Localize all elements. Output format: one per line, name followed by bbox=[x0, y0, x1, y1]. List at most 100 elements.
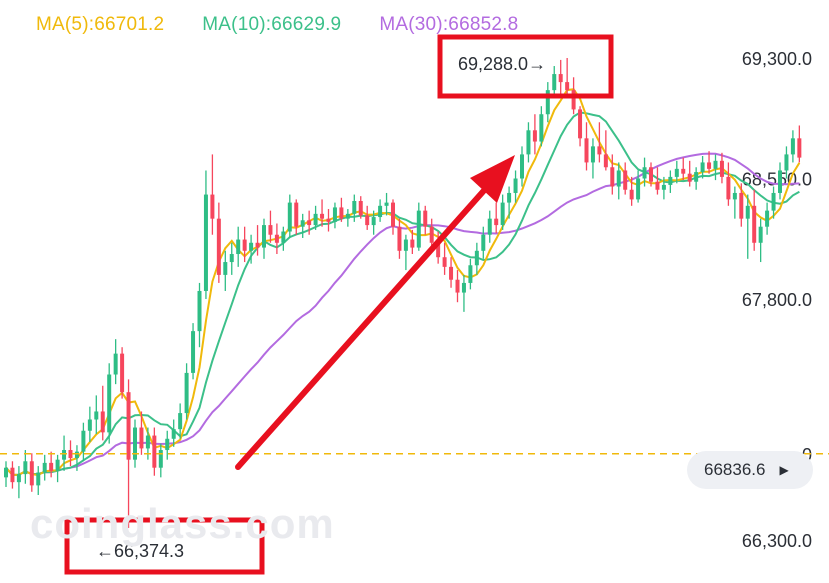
candle bbox=[597, 122, 602, 163]
candle bbox=[687, 160, 692, 187]
candle bbox=[436, 231, 441, 264]
candle bbox=[778, 162, 782, 200]
candle bbox=[107, 363, 112, 444]
candle bbox=[616, 162, 621, 200]
candle bbox=[210, 154, 215, 235]
candle bbox=[55, 454, 60, 483]
candle bbox=[313, 205, 318, 230]
y-tick-label-partial: 0 bbox=[802, 445, 812, 465]
candle bbox=[326, 209, 331, 232]
candle bbox=[178, 403, 183, 439]
candle bbox=[384, 192, 389, 216]
ma10-line bbox=[5, 111, 800, 476]
candle bbox=[133, 419, 137, 468]
candle bbox=[545, 82, 550, 123]
low-highlight-box bbox=[64, 517, 265, 575]
candle bbox=[197, 282, 202, 348]
trend-arrow-shaft bbox=[235, 183, 491, 470]
candle bbox=[700, 156, 705, 179]
candle bbox=[526, 122, 531, 163]
candle bbox=[300, 213, 305, 238]
candle bbox=[636, 170, 641, 203]
candle bbox=[423, 205, 428, 235]
candle bbox=[552, 66, 557, 99]
candle bbox=[281, 226, 286, 251]
candle bbox=[558, 59, 563, 99]
candle bbox=[94, 395, 99, 434]
play-triangle-icon: ▶ bbox=[779, 463, 789, 477]
candle bbox=[229, 242, 234, 275]
candle bbox=[120, 347, 125, 399]
candle bbox=[74, 445, 79, 471]
candle bbox=[513, 170, 518, 203]
candle bbox=[23, 450, 28, 484]
candle bbox=[358, 196, 363, 219]
candle bbox=[797, 125, 802, 163]
candle bbox=[223, 250, 228, 291]
candles bbox=[4, 58, 802, 529]
candle bbox=[145, 427, 150, 460]
ma5-legend: MA(5):66701.2 bbox=[36, 14, 165, 35]
candle bbox=[468, 258, 473, 290]
high-highlight-box bbox=[437, 34, 614, 99]
candle bbox=[16, 466, 21, 499]
candle bbox=[784, 146, 789, 179]
candle bbox=[494, 202, 499, 234]
candle bbox=[649, 162, 653, 187]
candle bbox=[42, 454, 47, 481]
candle bbox=[10, 461, 15, 489]
moving-average-lines bbox=[5, 88, 801, 477]
candle bbox=[584, 122, 589, 171]
candle bbox=[49, 451, 54, 478]
candle bbox=[726, 162, 731, 206]
ma-legend: MA(5):66701.2 MA(10):66629.9 MA(30):6685… bbox=[36, 14, 518, 36]
candle bbox=[4, 461, 8, 487]
candle bbox=[623, 162, 628, 195]
candle bbox=[539, 106, 544, 147]
candle bbox=[674, 160, 679, 184]
candle bbox=[81, 422, 86, 462]
candle bbox=[268, 210, 273, 243]
candle bbox=[320, 199, 325, 227]
ma5-line bbox=[5, 88, 801, 477]
ma10-legend: MA(10):66629.9 bbox=[202, 14, 342, 35]
candle bbox=[403, 234, 408, 271]
candle bbox=[474, 242, 479, 275]
candle bbox=[371, 210, 376, 235]
current-price-value: 66836.6 bbox=[704, 460, 766, 479]
candle bbox=[68, 440, 73, 467]
candle bbox=[739, 183, 744, 227]
candle bbox=[694, 167, 699, 190]
candle bbox=[745, 194, 750, 259]
candle bbox=[352, 194, 357, 222]
candle bbox=[713, 154, 718, 181]
candle bbox=[416, 202, 421, 251]
candle bbox=[500, 194, 505, 230]
candle bbox=[410, 229, 415, 255]
candle bbox=[603, 130, 608, 171]
candle bbox=[732, 186, 737, 219]
candle bbox=[274, 223, 279, 255]
candle bbox=[590, 138, 595, 179]
candle bbox=[487, 210, 492, 243]
candle bbox=[765, 202, 770, 235]
candle bbox=[655, 167, 660, 195]
candle bbox=[36, 466, 41, 496]
candle bbox=[565, 58, 570, 99]
candle bbox=[752, 189, 757, 251]
annotations: 69,288.0→ ←66,374.3 bbox=[64, 34, 614, 575]
candle bbox=[365, 205, 370, 230]
candle bbox=[661, 176, 666, 200]
current-price-tag[interactable]: 66836.6 ▶ bbox=[687, 451, 813, 489]
candle bbox=[242, 226, 247, 263]
candle bbox=[332, 202, 337, 229]
candle bbox=[165, 430, 170, 460]
candle bbox=[216, 202, 221, 283]
candle bbox=[719, 152, 724, 184]
candle bbox=[455, 270, 460, 303]
candle bbox=[100, 385, 105, 441]
candle bbox=[184, 363, 189, 420]
candle bbox=[397, 218, 402, 259]
candle bbox=[578, 106, 583, 147]
candle bbox=[158, 443, 163, 478]
